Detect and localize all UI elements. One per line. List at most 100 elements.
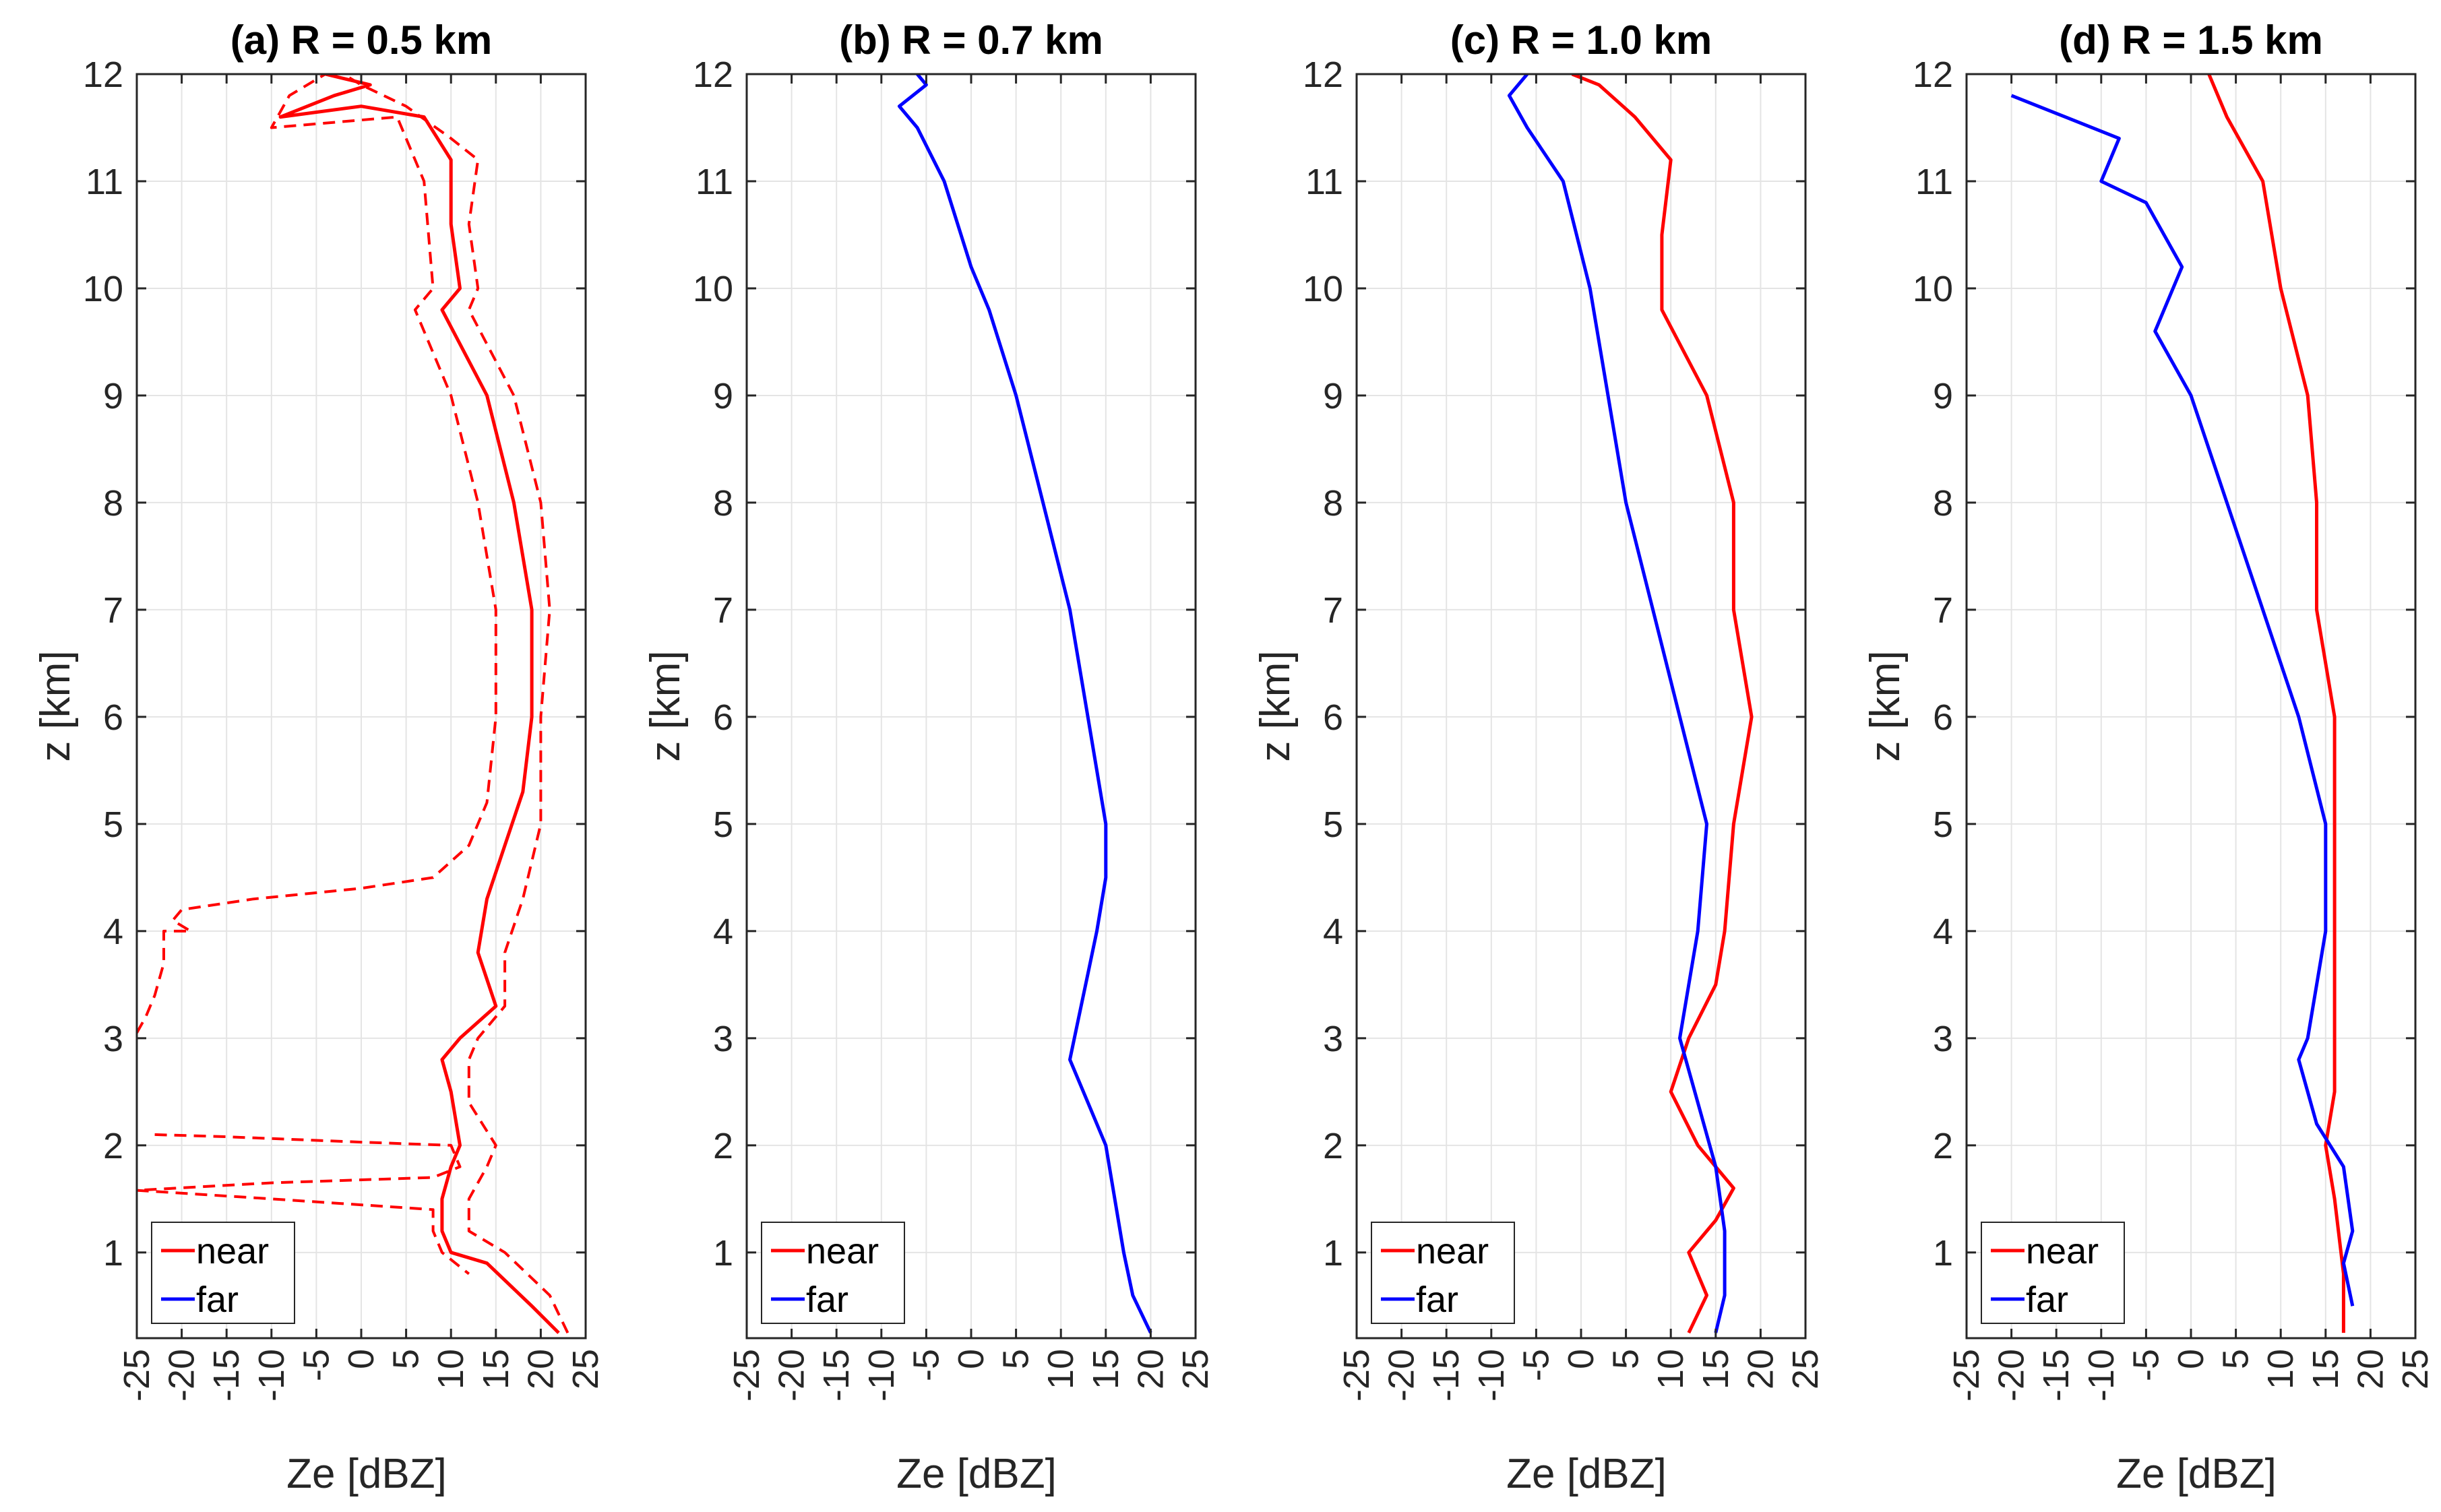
panel-a-series xyxy=(137,74,569,1334)
panel-a-legend-label-far: far xyxy=(196,1280,239,1320)
panel-c-xtick-label-4: -5 xyxy=(1516,1349,1556,1381)
panel-c-ytick-label-5: 6 xyxy=(1323,697,1343,738)
panel-c-xtick-label-6: 5 xyxy=(1606,1349,1646,1369)
panel-b-ytick-label-2: 3 xyxy=(713,1019,733,1059)
panel-d-ytick-label-9: 10 xyxy=(1913,269,1953,309)
panel-b-series xyxy=(897,74,1152,1334)
panel-b-title: (b) R = 0.7 km xyxy=(839,18,1103,63)
panel-b-xtick-label-8: 15 xyxy=(1086,1349,1126,1389)
panel-a-title: (a) R = 0.5 km xyxy=(230,18,493,63)
panel-c: -25 -20 -15 -10 -5 0 5 10 15 20 25123456789101112(… xyxy=(1252,18,1826,1497)
panel-d-xtick-label-3: -10 xyxy=(2081,1349,2122,1401)
panel-a-ytick-label-6: 7 xyxy=(103,590,123,631)
panel-d-legend-label-near: near xyxy=(2026,1231,2099,1271)
panel-d-ytick-label-5: 6 xyxy=(1933,697,1953,738)
panel-a-series-near-solid-0 xyxy=(278,74,560,1334)
panel-a-xtick-label-2: -15 xyxy=(206,1349,247,1401)
panel-a-xtick-label-3: -10 xyxy=(251,1349,292,1401)
panel-b-legend: near far xyxy=(761,1222,905,1324)
panel-c-ytick-label-8: 9 xyxy=(1323,376,1343,416)
panel-c-title: (c) R = 1.0 km xyxy=(1450,18,1712,63)
panel-d-xtick-label-2: -15 xyxy=(2036,1349,2076,1401)
panel-c-ylabel: z [km] xyxy=(1252,650,1299,761)
panel-b-ytick-label-0: 1 xyxy=(713,1233,733,1273)
panel-d-ytick-label-1: 2 xyxy=(1933,1126,1953,1166)
panel-c-ytick-label-1: 2 xyxy=(1323,1126,1343,1166)
panel-b-xtick-label-0: -25 xyxy=(727,1349,767,1401)
panel-d-xtick-label-10: 25 xyxy=(2395,1349,2436,1389)
panel-b-ytick-label-11: 12 xyxy=(693,55,733,95)
panel-c-ytick-label-0: 1 xyxy=(1323,1233,1343,1273)
panel-d-xlabel: Ze [dBZ] xyxy=(2116,1451,2277,1497)
panel-d-ytick-label-0: 1 xyxy=(1933,1233,1953,1273)
panel-d-xtick-label-9: 20 xyxy=(2350,1349,2390,1389)
panel-a: -25 -20 -15 -10 -5 0 5 10 15 20 25123456789101112(… xyxy=(32,18,606,1497)
panel-d-ytick-label-10: 11 xyxy=(1915,162,1953,202)
panel-c-legend: near far xyxy=(1371,1222,1515,1324)
panel-c-ytick-label-7: 8 xyxy=(1323,483,1343,524)
panel-c-xlabel: Ze [dBZ] xyxy=(1506,1451,1667,1497)
panel-a-ytick-label-10: 11 xyxy=(86,162,123,202)
panel-d-series xyxy=(2010,74,2355,1333)
panel-c-legend-label-far: far xyxy=(1416,1280,1458,1320)
panel-a-ytick-label-5: 6 xyxy=(103,697,123,738)
panel-a-ytick-label-1: 2 xyxy=(103,1126,123,1166)
panel-c-xtick-label-5: 0 xyxy=(1561,1349,1601,1369)
panel-a-ytick-label-4: 5 xyxy=(103,805,123,845)
panel-a-xtick-label-5: 0 xyxy=(341,1349,381,1369)
panel-c-legend-label-near: near xyxy=(1416,1231,1489,1271)
panel-b-xtick-label-4: -5 xyxy=(906,1349,946,1381)
panel-d-series-near-solid-0 xyxy=(2207,74,2345,1333)
panel-c-series-far-solid-1 xyxy=(1507,74,1727,1333)
panel-d-xtick-label-8: 15 xyxy=(2306,1349,2346,1389)
panel-b-xtick-label-7: 10 xyxy=(1041,1349,1081,1389)
panel-d-ytick-label-11: 12 xyxy=(1913,55,1953,95)
panel-d-ylabel: z [km] xyxy=(1862,650,1909,761)
panel-b-xlabel: Ze [dBZ] xyxy=(896,1451,1057,1497)
panel-a-series-near-dashed-3 xyxy=(137,1133,470,1275)
panel-a-ylabel: z [km] xyxy=(32,650,79,761)
panel-d-ytick-label-4: 5 xyxy=(1933,805,1953,845)
panel-c-xtick-label-0: -25 xyxy=(1336,1349,1377,1401)
panel-d-xtick-label-5: 0 xyxy=(2171,1349,2211,1369)
panel-c-xtick-label-9: 20 xyxy=(1740,1349,1781,1389)
panel-b-xtick-label-1: -20 xyxy=(772,1349,812,1401)
panel-a-ytick-label-9: 10 xyxy=(83,269,123,309)
panel-d-title: (d) R = 1.5 km xyxy=(2059,18,2323,63)
panel-b-ylabel: z [km] xyxy=(642,650,689,761)
panel-a-legend-label-near: near xyxy=(196,1231,269,1271)
panel-b-ytick-label-5: 6 xyxy=(713,697,733,738)
panel-a-series-near-dashed-1 xyxy=(342,74,569,1333)
panel-c-ytick-label-3: 4 xyxy=(1323,912,1343,952)
panel-c-ytick-label-11: 12 xyxy=(1303,55,1343,95)
panel-d-ytick-label-3: 4 xyxy=(1933,912,1953,952)
panel-a-ytick-label-2: 3 xyxy=(103,1019,123,1059)
panel-a-xtick-label-0: -25 xyxy=(117,1349,157,1401)
panel-a-legend-box xyxy=(151,1222,295,1324)
panel-b-ytick-label-10: 11 xyxy=(696,162,733,202)
panel-b: -25 -20 -15 -10 -5 0 5 10 15 20 25123456789101112(… xyxy=(642,18,1216,1497)
panel-d-xtick-label-4: -5 xyxy=(2126,1349,2166,1381)
panel-c-ytick-label-4: 5 xyxy=(1323,805,1343,845)
panel-b-ytick-label-9: 10 xyxy=(693,269,733,309)
panel-b-legend-label-near: near xyxy=(806,1231,879,1271)
panel-a-xtick-label-10: 25 xyxy=(565,1349,606,1389)
panel-c-xtick-label-3: -10 xyxy=(1471,1349,1512,1401)
panel-a-xtick-label-4: -5 xyxy=(296,1349,336,1381)
panel-a-xtick-label-1: -20 xyxy=(162,1349,202,1401)
panel-c-xtick-label-2: -15 xyxy=(1426,1349,1466,1401)
panel-b-ytick-label-8: 9 xyxy=(713,376,733,416)
panel-d-xtick-label-6: 5 xyxy=(2216,1349,2256,1369)
panel-c-xtick-label-8: 15 xyxy=(1696,1349,1736,1389)
panel-c-series xyxy=(1507,74,1754,1334)
panel-b-series-far-solid-0 xyxy=(897,74,1152,1334)
panel-d-grid xyxy=(1966,73,2416,1338)
panel-a-xtick-label-6: 5 xyxy=(386,1349,427,1369)
panel-b-ytick-label-4: 5 xyxy=(713,805,733,845)
panel-a-ytick-label-0: 1 xyxy=(103,1233,123,1273)
panel-b-xtick-label-9: 20 xyxy=(1130,1349,1171,1389)
panel-b-legend-label-far: far xyxy=(806,1280,848,1320)
panel-a-ytick-label-8: 9 xyxy=(103,376,123,416)
